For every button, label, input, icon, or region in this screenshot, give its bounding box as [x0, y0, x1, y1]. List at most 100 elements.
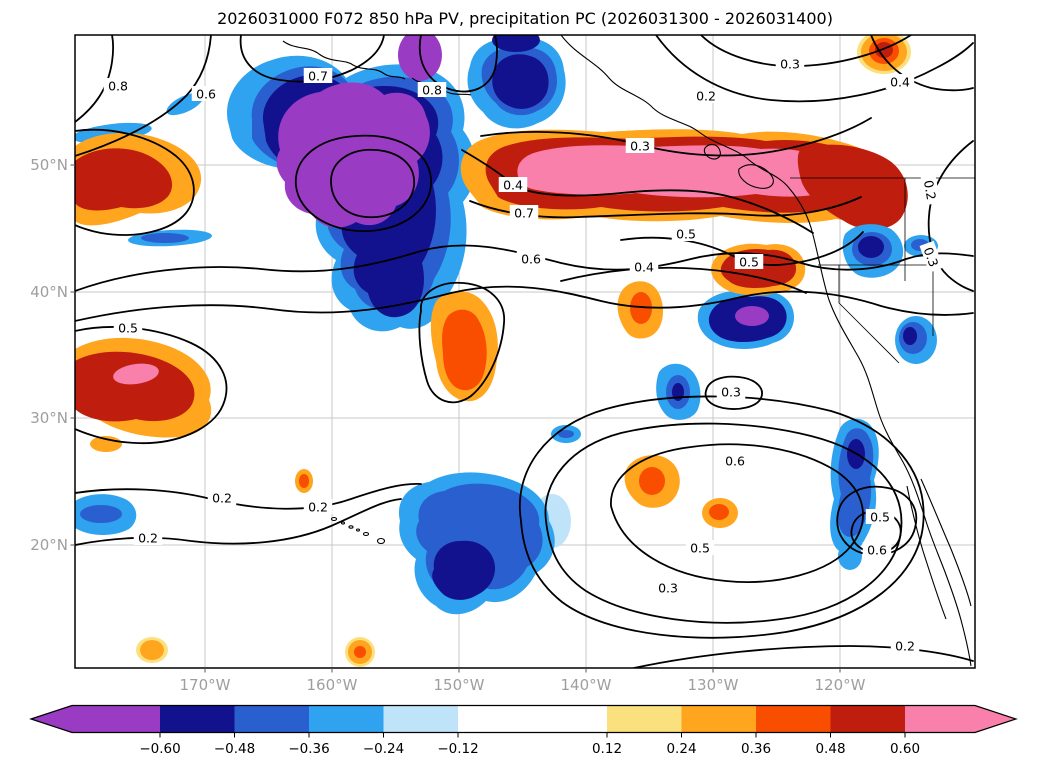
coastline-vancouver-island	[738, 164, 774, 189]
contour-line	[75, 128, 195, 236]
svg-text:0.3: 0.3	[780, 57, 800, 72]
anomaly-low-red7	[709, 504, 729, 520]
contour-line	[480, 117, 872, 157]
contour-line	[418, 35, 498, 93]
anomaly-dot1-orange	[140, 640, 164, 660]
svg-text:0.4: 0.4	[503, 178, 523, 193]
contour-label: 0.8	[417, 82, 447, 98]
figure-title: 2026031000 F072 850 hPa PV, precipitatio…	[217, 9, 833, 28]
contour-label: 0.5	[865, 509, 895, 525]
contour-label: 0.4	[885, 74, 915, 90]
anomaly-bl-blue	[80, 505, 122, 523]
svg-text:0.6: 0.6	[725, 454, 745, 469]
colorbar-tick-label: −0.60	[139, 741, 180, 757]
x-tick-label-140w: 140°W	[561, 676, 612, 694]
svg-text:0.8: 0.8	[422, 83, 442, 98]
hawaii-island	[362, 531, 370, 537]
svg-text:0.5: 0.5	[118, 321, 138, 336]
anomaly-left-lower-pink	[113, 363, 159, 385]
contour-label: 0.2	[890, 638, 920, 654]
contour-label: 0.3	[716, 384, 746, 400]
contour-label: 0.5	[685, 540, 715, 556]
contour-label: 0.7	[509, 205, 539, 221]
contour-label: 0.6	[862, 542, 892, 558]
hawaii-island	[355, 528, 361, 532]
colorbar-outline	[29, 704, 1018, 734]
colorbar-tick-label: −0.12	[437, 741, 478, 757]
contour-line	[655, 35, 974, 103]
anomaly-cr-red1	[630, 292, 652, 324]
contour-label: 0.2	[133, 530, 163, 546]
anomaly-left-lower-darkred	[75, 351, 195, 422]
colorbar-tick-label: 0.12	[592, 741, 622, 757]
colorbar-tick-marks	[159, 732, 906, 738]
contour-label: 0.3	[919, 240, 944, 273]
colorbar-tick-label: 0.60	[890, 741, 920, 757]
contour-line	[75, 483, 422, 510]
colorbar-tick-label: −0.48	[214, 741, 255, 757]
hawaii-island	[330, 516, 338, 522]
svg-text:0.5: 0.5	[739, 255, 759, 270]
y-tick-label-50n: 50°N	[30, 156, 68, 174]
contour-line	[75, 35, 115, 123]
contour-label: 0.4	[498, 177, 528, 193]
colorbar-segment	[458, 705, 607, 733]
colorbar-segment	[830, 705, 905, 733]
svg-text:0.2: 0.2	[895, 639, 915, 654]
hawaii-island-big	[376, 537, 386, 545]
anomaly-sliver-c-core	[141, 233, 189, 243]
svg-text:0.2: 0.2	[696, 89, 716, 104]
political-borders	[790, 177, 975, 364]
contour-line	[75, 244, 974, 292]
svg-text:0.3: 0.3	[721, 385, 741, 400]
anomaly-rv-tail	[838, 542, 862, 570]
svg-text:0.2: 0.2	[212, 491, 232, 506]
svg-text:0.5: 0.5	[690, 541, 710, 556]
contour-label: 0.4	[629, 259, 659, 275]
anomaly-band-pink-core	[517, 145, 842, 198]
coastline-gulf-mainland	[920, 478, 972, 607]
coastline-baja-east	[906, 485, 947, 620]
border-ca-nv	[838, 265, 900, 364]
contour-line	[418, 281, 505, 404]
filled-anomaly-regions	[75, 35, 938, 667]
svg-text:0.4: 0.4	[890, 75, 910, 90]
y-tick-label-40n: 40°N	[30, 283, 68, 301]
colorbar-tick-label: −0.36	[288, 741, 329, 757]
contour-label: 0.3	[775, 56, 805, 72]
precipitation-contour-lines	[75, 35, 974, 668]
contour-label: 0.6	[191, 86, 221, 102]
contour-line	[295, 134, 432, 232]
colorbar-tick-label: 0.48	[815, 741, 845, 757]
svg-text:0.6: 0.6	[521, 252, 541, 267]
coastline-north-america	[560, 35, 972, 667]
contour-line	[75, 285, 974, 322]
svg-text:0.2: 0.2	[138, 531, 158, 546]
colorbar: −0.60 −0.48 −0.36 −0.24 −0.12 0.12 0.24 …	[29, 704, 1018, 757]
svg-text:0.6: 0.6	[867, 543, 887, 558]
contour-line	[330, 148, 415, 219]
anomaly-small-orange-dot-core	[299, 474, 309, 488]
colorbar-segment	[681, 705, 756, 733]
anomaly-low-red6	[639, 467, 665, 495]
svg-text:0.4: 0.4	[634, 260, 654, 275]
colorbar-tick-label: −0.24	[363, 741, 404, 757]
anomaly-hawaii-navy	[432, 540, 496, 600]
colorbar-segment	[383, 705, 458, 733]
svg-text:0.7: 0.7	[514, 206, 534, 221]
plot-border	[74, 34, 976, 669]
svg-text:0.3: 0.3	[921, 245, 942, 269]
contour-label: 0.8	[103, 78, 133, 94]
anomaly-cr-navy5	[858, 236, 884, 258]
contour-line	[870, 35, 974, 92]
x-tick-label-130w: 130°W	[688, 676, 739, 694]
contour-label-layer: 0.8 0.6 0.7 0.8 0.2 0.3 0.4 0.3 0.4 0.7 0.5 0.5 0.6 0…	[103, 56, 944, 654]
coastlines	[282, 35, 972, 667]
hawaii-island	[348, 525, 354, 529]
contour-line	[75, 498, 402, 546]
contour-label: 0.2	[691, 88, 721, 104]
contour-label: 0.5	[671, 226, 701, 242]
svg-text:0.6: 0.6	[196, 87, 216, 102]
anomaly-central-red	[442, 309, 487, 391]
coastline-haida-gwaii	[703, 143, 721, 160]
